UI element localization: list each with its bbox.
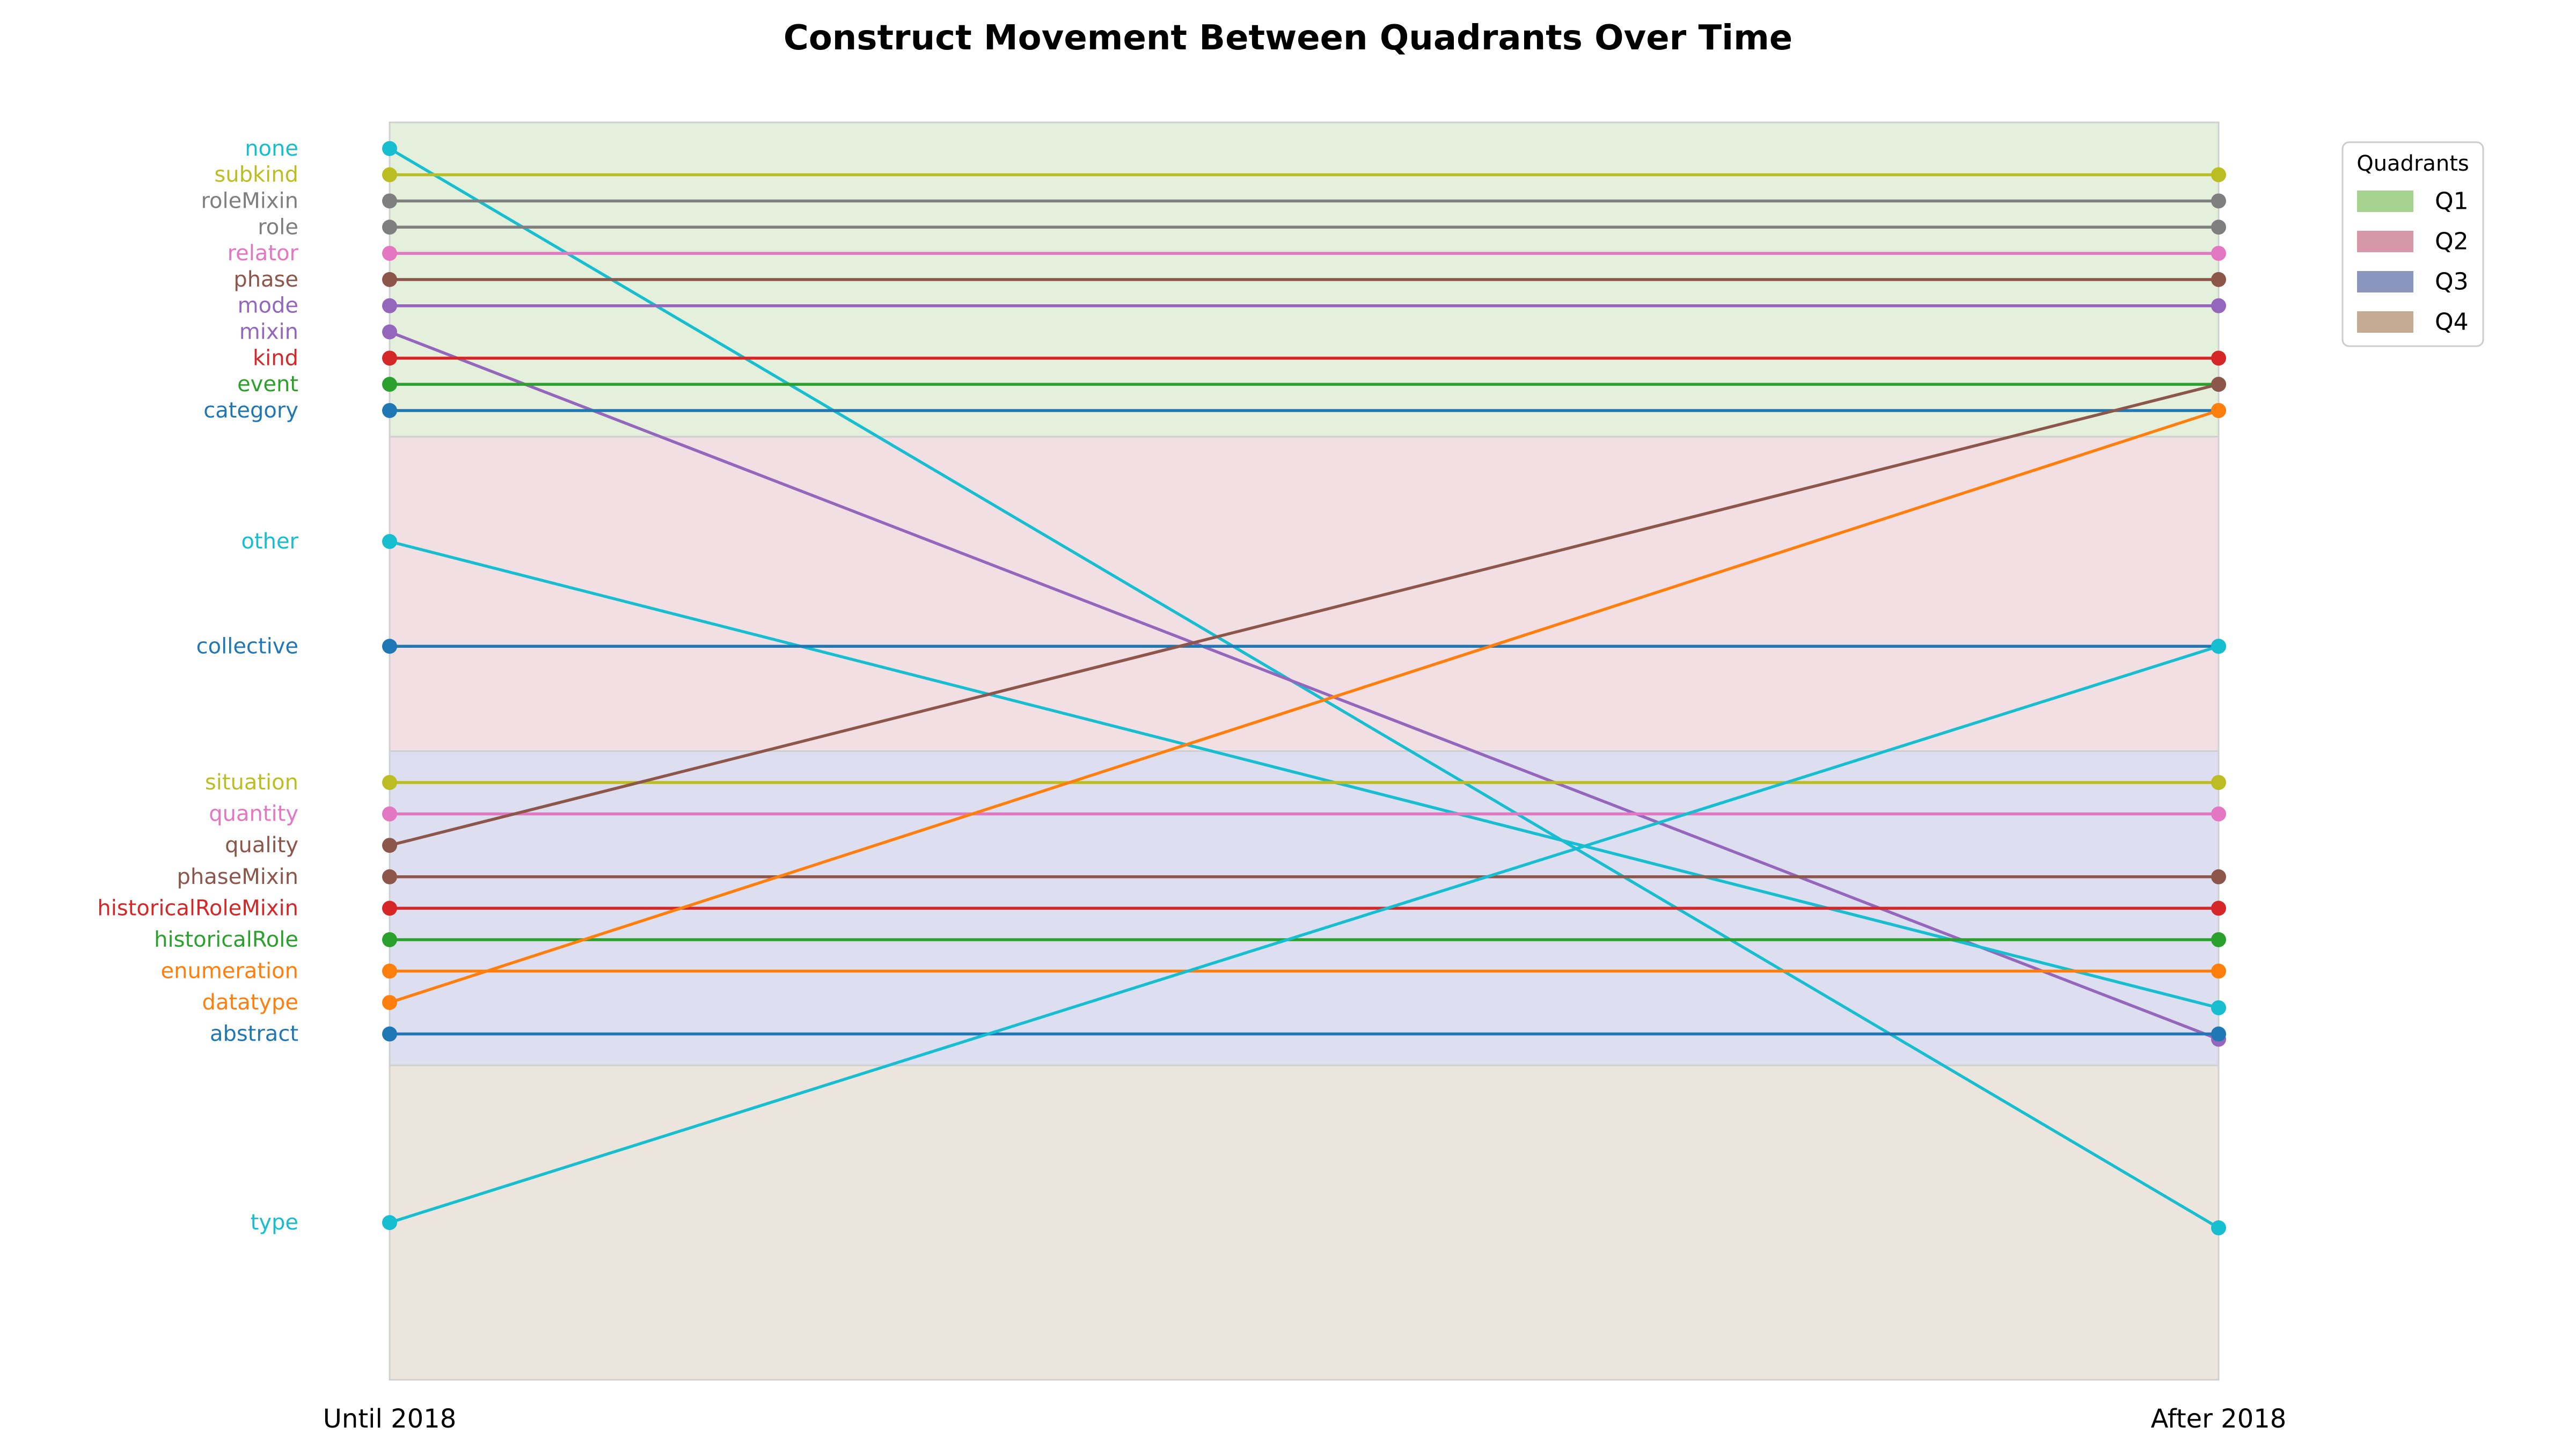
label-relator: relator xyxy=(228,241,299,266)
x-tick-after: After 2018 xyxy=(2151,1404,2287,1434)
series-points xyxy=(382,141,2226,1235)
point-after-subkind xyxy=(2211,167,2226,182)
label-mode: mode xyxy=(238,294,298,318)
legend-items: Q1 Q2 Q3 Q4 xyxy=(2357,188,2469,336)
point-until-quality xyxy=(382,838,397,853)
legend-swatch-q2 xyxy=(2357,231,2413,252)
point-until-historical-role xyxy=(382,932,397,947)
label-abstract: abstract xyxy=(210,1022,298,1046)
label-phase-mixin: phaseMixin xyxy=(177,865,298,889)
quadrant-band-q4 xyxy=(389,1064,2220,1381)
point-after-enumeration xyxy=(2211,963,2226,979)
point-after-relator xyxy=(2211,246,2226,261)
label-subkind: subkind xyxy=(214,163,298,187)
point-until-mode xyxy=(382,298,397,313)
point-after-type xyxy=(2211,639,2226,654)
legend-label-q3: Q3 xyxy=(2435,268,2469,296)
point-after-abstract xyxy=(2211,1026,2226,1042)
label-enumeration: enumeration xyxy=(161,959,298,984)
label-kind: kind xyxy=(253,346,298,370)
point-until-historical-role-mixin xyxy=(382,901,397,916)
point-after-quality xyxy=(2211,377,2226,392)
point-after-none xyxy=(2211,1220,2226,1235)
point-after-quantity xyxy=(2211,806,2226,822)
legend-label-q1: Q1 xyxy=(2435,188,2469,215)
point-until-quantity xyxy=(382,806,397,822)
point-after-role xyxy=(2211,219,2226,235)
label-phase: phase xyxy=(233,267,298,292)
point-after-phase xyxy=(2211,272,2226,287)
point-until-other xyxy=(382,534,397,549)
label-category: category xyxy=(203,398,298,423)
construct-labels: nonesubkindroleMixinrolerelatorphasemode… xyxy=(97,136,298,1235)
point-after-other xyxy=(2211,1000,2226,1015)
point-after-role-mixin xyxy=(2211,193,2226,209)
label-none: none xyxy=(245,136,298,161)
point-until-enumeration xyxy=(382,963,397,979)
label-collective: collective xyxy=(196,634,298,658)
point-until-kind xyxy=(382,350,397,366)
series-lines xyxy=(389,147,2220,1230)
point-until-category xyxy=(382,402,397,418)
point-until-mixin xyxy=(382,324,397,340)
x-tick-until: Until 2018 xyxy=(323,1404,456,1434)
label-role: role xyxy=(258,215,298,239)
label-historical-role-mixin: historicalRoleMixin xyxy=(97,896,298,920)
point-until-collective xyxy=(382,639,397,654)
series-line-other xyxy=(389,540,2219,1009)
label-situation: situation xyxy=(205,770,298,795)
point-after-datatype xyxy=(2211,402,2226,418)
point-until-type xyxy=(382,1215,397,1231)
label-event: event xyxy=(237,372,298,397)
legend: Quadrants Q1 Q2 Q3 Q4 xyxy=(2341,141,2484,347)
point-until-relator xyxy=(382,246,397,261)
point-until-datatype xyxy=(382,995,397,1011)
point-after-phase-mixin xyxy=(2211,869,2226,884)
label-role-mixin: roleMixin xyxy=(201,188,298,213)
point-until-abstract xyxy=(382,1026,397,1042)
label-other: other xyxy=(241,529,298,554)
point-until-role-mixin xyxy=(382,193,397,209)
point-until-subkind xyxy=(382,167,397,182)
series-line-quality xyxy=(389,383,2219,847)
label-quantity: quantity xyxy=(209,802,298,826)
point-until-phase xyxy=(382,272,397,287)
quadrant-band-q2 xyxy=(389,436,2220,752)
label-historical-role: historicalRole xyxy=(154,927,298,952)
legend-label-q4: Q4 xyxy=(2435,309,2469,336)
label-type: type xyxy=(251,1210,298,1235)
legend-swatch-q1 xyxy=(2357,191,2413,212)
point-until-role xyxy=(382,219,397,235)
legend-label-q2: Q2 xyxy=(2435,228,2469,255)
legend-title: Quadrants xyxy=(2357,151,2469,176)
point-until-situation xyxy=(382,775,397,791)
legend-swatch-q4 xyxy=(2357,311,2413,333)
label-mixin: mixin xyxy=(239,320,298,345)
series-line-type xyxy=(389,645,2219,1224)
chart-title: Construct Movement Between Quadrants Ove… xyxy=(784,18,1792,58)
point-after-historical-role-mixin xyxy=(2211,901,2226,916)
point-until-event xyxy=(382,377,397,392)
legend-swatch-q3 xyxy=(2357,271,2413,292)
series-line-mixin xyxy=(389,330,2219,1041)
series-line-datatype xyxy=(389,409,2219,1004)
label-quality: quality xyxy=(225,833,298,858)
point-after-historical-role xyxy=(2211,932,2226,947)
label-datatype: datatype xyxy=(202,990,298,1015)
point-until-none xyxy=(382,141,397,156)
point-after-situation xyxy=(2211,775,2226,791)
series-line-none xyxy=(389,147,2220,1230)
point-after-kind xyxy=(2211,350,2226,366)
point-after-mode xyxy=(2211,298,2226,313)
point-until-phase-mixin xyxy=(382,869,397,884)
